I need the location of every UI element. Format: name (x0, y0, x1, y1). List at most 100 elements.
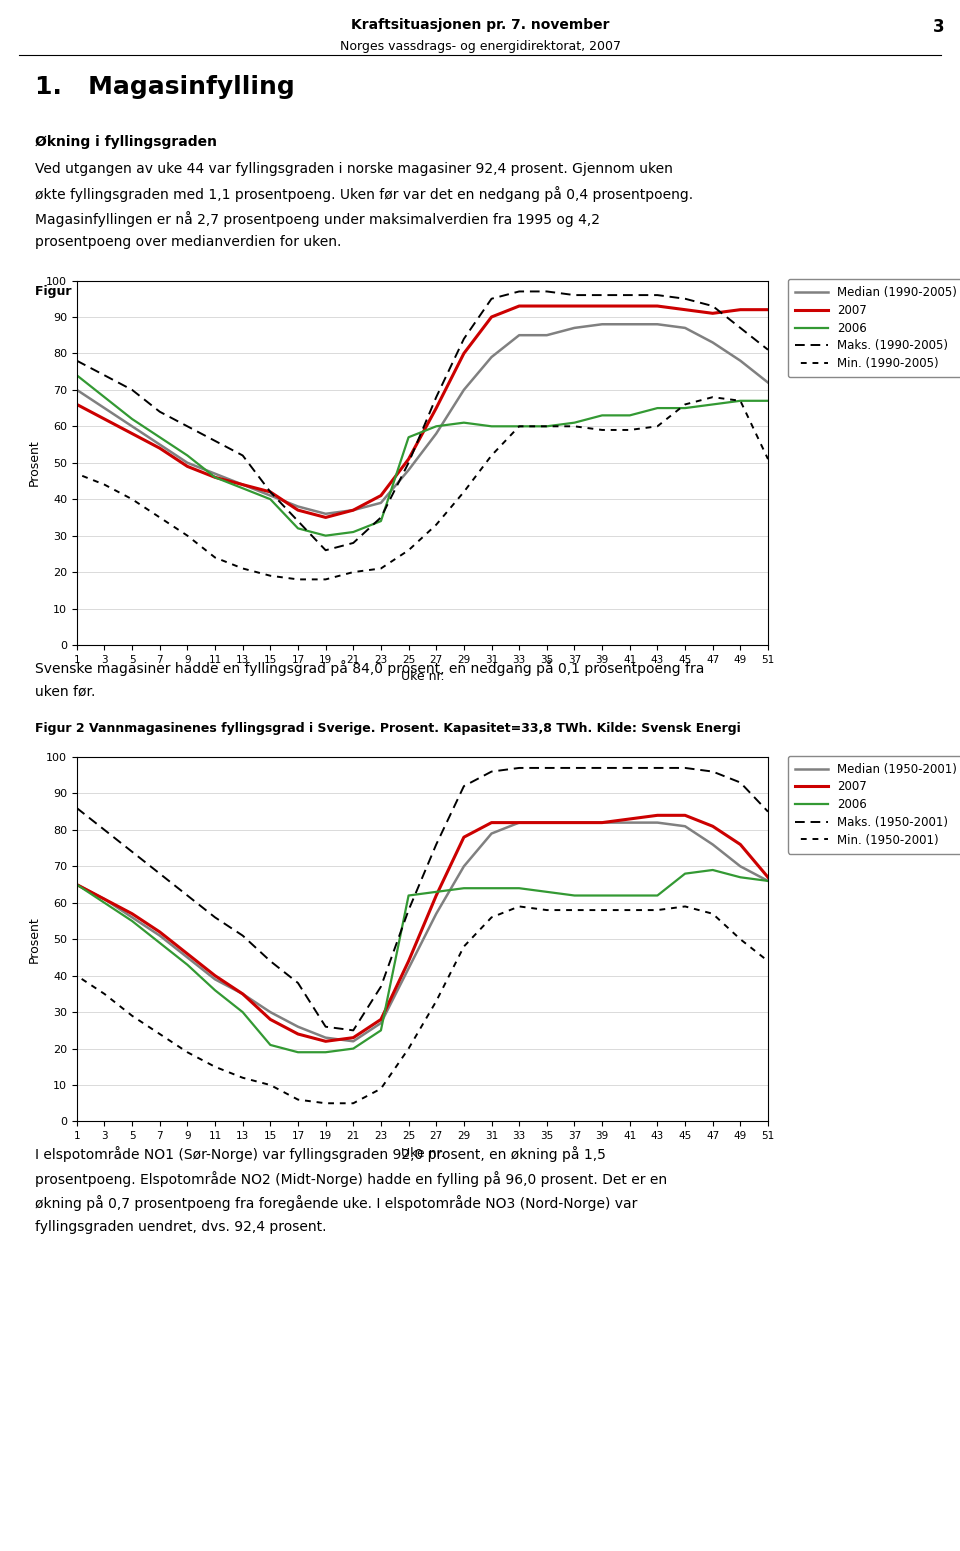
2007 (71, 396, 83, 414)
Maks. (1990-2005) (486, 290, 497, 309)
2006 (237, 1003, 249, 1022)
Line: 2006: 2006 (77, 375, 768, 535)
2006 (403, 428, 415, 447)
Min. (1950-2001) (624, 901, 636, 920)
2007 (486, 813, 497, 831)
2006 (237, 479, 249, 498)
2006 (375, 512, 387, 530)
Maks. (1950-2001) (375, 977, 387, 996)
Min. (1990-2005) (209, 548, 221, 566)
Median (1990-2005) (514, 326, 525, 344)
2007 (458, 344, 469, 363)
Median (1990-2005) (348, 501, 359, 520)
2007 (514, 813, 525, 831)
2007 (541, 296, 553, 315)
Min. (1990-2005) (486, 447, 497, 465)
2007 (237, 985, 249, 1003)
2006 (154, 934, 165, 952)
Text: Ved utgangen av uke 44 var fyllingsgraden i norske magasiner 92,4 prosent. Gjenn: Ved utgangen av uke 44 var fyllingsgrade… (35, 161, 673, 175)
2006 (181, 955, 193, 974)
Maks. (1950-2001) (99, 820, 110, 839)
Maks. (1950-2001) (430, 834, 442, 853)
2007 (181, 945, 193, 963)
Median (1990-2005) (181, 453, 193, 472)
2006 (375, 1021, 387, 1039)
Maks. (1950-2001) (237, 926, 249, 945)
Median (1990-2005) (734, 352, 746, 371)
Line: Min. (1990-2005): Min. (1990-2005) (77, 397, 768, 580)
Median (1950-2001) (762, 872, 774, 890)
Y-axis label: Prosent: Prosent (28, 917, 40, 963)
2007 (265, 482, 276, 501)
Min. (1950-2001) (762, 952, 774, 971)
Median (1950-2001) (707, 834, 718, 853)
Median (1950-2001) (99, 890, 110, 909)
Min. (1990-2005) (320, 571, 331, 589)
2007 (154, 439, 165, 458)
Maks. (1950-2001) (458, 777, 469, 796)
Maks. (1990-2005) (652, 285, 663, 304)
Line: 2007: 2007 (77, 816, 768, 1041)
Min. (1950-2001) (652, 901, 663, 920)
2007 (707, 817, 718, 836)
Maks. (1990-2005) (320, 541, 331, 560)
Maks. (1950-2001) (486, 762, 497, 780)
Min. (1950-2001) (99, 985, 110, 1003)
Min. (1950-2001) (403, 1039, 415, 1058)
2006 (652, 399, 663, 417)
Min. (1990-2005) (403, 541, 415, 560)
Text: Svenske magasiner hadde en fyllingsgrad på 84,0 prosent, en nedgang på 0,1 prose: Svenske magasiner hadde en fyllingsgrad … (35, 661, 705, 676)
Median (1950-2001) (71, 875, 83, 893)
Maks. (1950-2001) (154, 864, 165, 883)
Min. (1990-2005) (348, 563, 359, 582)
Median (1990-2005) (486, 347, 497, 366)
Line: Min. (1950-2001): Min. (1950-2001) (77, 906, 768, 1103)
2006 (458, 879, 469, 898)
2007 (486, 307, 497, 326)
2006 (320, 1042, 331, 1061)
Maks. (1990-2005) (99, 366, 110, 385)
Min. (1950-2001) (348, 1093, 359, 1112)
Maks. (1950-2001) (71, 799, 83, 817)
2007 (292, 501, 303, 520)
Median (1950-2001) (348, 1031, 359, 1050)
Maks. (1990-2005) (403, 453, 415, 472)
Min. (1990-2005) (430, 515, 442, 534)
Maks. (1950-2001) (624, 758, 636, 777)
Min. (1950-2001) (181, 1042, 193, 1061)
2007 (652, 807, 663, 825)
Median (1950-2001) (181, 948, 193, 966)
2006 (265, 1036, 276, 1055)
Min. (1950-2001) (568, 901, 580, 920)
Min. (1950-2001) (209, 1058, 221, 1076)
2007 (541, 813, 553, 831)
Median (1950-2001) (680, 817, 691, 836)
Median (1990-2005) (320, 504, 331, 523)
Line: Median (1990-2005): Median (1990-2005) (77, 324, 768, 513)
Min. (1950-2001) (486, 907, 497, 926)
2006 (680, 864, 691, 883)
Median (1950-2001) (734, 858, 746, 876)
Min. (1990-2005) (375, 560, 387, 579)
2007 (320, 509, 331, 527)
Median (1950-2001) (375, 1014, 387, 1033)
2007 (430, 399, 442, 417)
2006 (596, 886, 608, 904)
2007 (762, 869, 774, 887)
Maks. (1950-2001) (568, 758, 580, 777)
Text: uken før.: uken før. (35, 684, 95, 698)
Median (1990-2005) (458, 380, 469, 399)
2006 (762, 872, 774, 890)
2006 (707, 396, 718, 414)
2006 (127, 409, 138, 428)
2007 (430, 886, 442, 904)
Maks. (1950-2001) (320, 1017, 331, 1036)
2006 (707, 861, 718, 879)
Min. (1990-2005) (237, 560, 249, 579)
Line: Maks. (1990-2005): Maks. (1990-2005) (77, 292, 768, 551)
Text: prosentpoeng over medianverdien for uken.: prosentpoeng over medianverdien for uken… (35, 236, 342, 250)
2007 (127, 425, 138, 444)
Median (1990-2005) (568, 318, 580, 337)
2007 (154, 923, 165, 941)
2006 (624, 406, 636, 425)
